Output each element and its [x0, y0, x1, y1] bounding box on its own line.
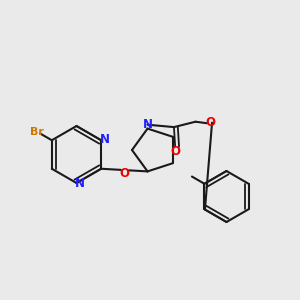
Text: N: N: [100, 133, 110, 146]
Text: O: O: [119, 167, 129, 180]
Text: O: O: [205, 116, 215, 129]
Text: O: O: [170, 145, 180, 158]
Text: Br: Br: [30, 127, 44, 137]
Text: N: N: [142, 118, 152, 131]
Text: N: N: [75, 177, 85, 190]
